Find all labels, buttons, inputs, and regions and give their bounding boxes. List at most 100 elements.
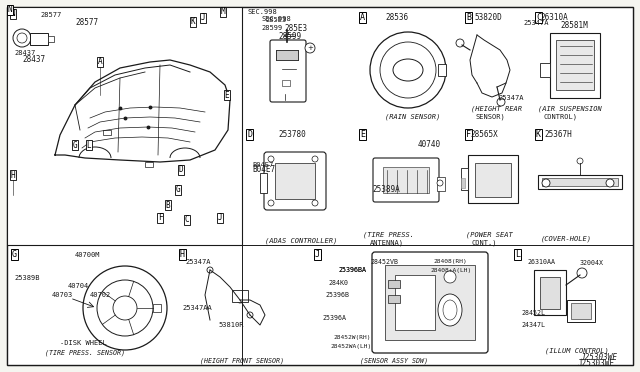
Text: 53820D: 53820D [474,13,502,22]
Circle shape [380,42,436,98]
Text: SENSOR): SENSOR) [475,114,505,121]
Text: 40703: 40703 [52,292,73,298]
Circle shape [268,200,274,206]
FancyBboxPatch shape [270,40,306,102]
Circle shape [312,200,318,206]
Text: 28452L: 28452L [521,310,545,316]
Circle shape [456,39,464,47]
Circle shape [97,280,153,336]
Text: L: L [515,250,520,259]
Text: F: F [466,130,471,139]
Text: 40740: 40740 [418,140,441,149]
Bar [385,265,475,340]
Text: 28599: 28599 [261,25,282,31]
Text: D: D [179,166,183,174]
Bar [550,33,600,98]
Text: K: K [191,17,195,26]
Text: E: E [360,130,365,139]
Bar [437,177,445,191]
Text: 25396B: 25396B [325,292,349,298]
Text: (SENSOR ASSY SDW): (SENSOR ASSY SDW) [360,357,428,363]
Bar [145,162,153,167]
Bar [510,245,633,365]
Bar [153,304,161,312]
Text: 25396BA: 25396BA [338,267,366,273]
Bar [395,275,435,330]
Bar [175,245,310,365]
Bar [232,290,248,302]
Text: (HEIGHT REAR: (HEIGHT REAR [471,105,522,112]
Circle shape [207,267,213,273]
Bar [438,64,446,76]
Circle shape [237,297,243,303]
Circle shape [13,29,31,47]
Text: -DISK WHEEL: -DISK WHEEL [60,340,107,346]
Text: 25389B: 25389B [14,275,40,281]
Bar [534,270,566,315]
Bar [531,7,633,125]
Bar [567,300,595,322]
Text: (AIR SUSPENSION: (AIR SUSPENSION [538,105,602,112]
Circle shape [577,158,583,164]
Text: J: J [315,250,320,259]
Bar [461,178,465,188]
Bar [571,303,591,319]
Bar [279,52,295,58]
Circle shape [577,268,587,278]
Text: SEC.998: SEC.998 [262,16,292,22]
Bar [355,125,461,245]
Text: B: B [466,13,471,22]
FancyBboxPatch shape [264,152,326,210]
Bar [7,245,175,365]
Text: 28437: 28437 [14,50,35,56]
Bar [461,168,468,190]
Text: +: + [307,45,313,51]
Bar [388,295,400,303]
Text: (ADAS CONTROLLER): (ADAS CONTROLLER) [265,238,337,244]
Text: M: M [221,7,225,16]
Text: (RAIN SENSOR): (RAIN SENSOR) [385,113,440,119]
Text: 28577: 28577 [75,18,98,27]
Text: K: K [536,130,541,139]
Text: 25347A: 25347A [498,95,524,101]
Text: A: A [98,58,102,67]
Text: F: F [157,214,163,222]
Bar [468,155,518,203]
Bar [461,7,531,125]
Bar [540,277,560,309]
Text: 25347A: 25347A [185,259,211,265]
Text: 28452WA(LH): 28452WA(LH) [330,344,371,349]
Text: 28452VB: 28452VB [370,259,398,265]
Text: J: J [201,13,205,22]
Text: 25396A: 25396A [322,315,346,321]
Text: (TIRE PRESS. SENSOR): (TIRE PRESS. SENSOR) [45,350,125,356]
Bar [556,40,594,90]
Bar [355,7,461,125]
Bar [388,280,400,288]
Bar [531,125,633,245]
Text: 40700M: 40700M [75,252,100,258]
Text: 28581M: 28581M [560,21,588,30]
Ellipse shape [393,59,423,81]
Text: (TIRE PRESS.: (TIRE PRESS. [363,231,414,237]
Text: SEC.998: SEC.998 [248,9,278,15]
FancyBboxPatch shape [372,252,488,353]
Text: 40702: 40702 [90,292,111,298]
Text: 28599: 28599 [278,32,301,41]
Bar [540,63,550,77]
Text: 28437: 28437 [22,55,45,64]
Text: J25303WE: J25303WE [580,353,617,362]
Text: 25389A: 25389A [372,185,400,194]
Circle shape [113,296,137,320]
Circle shape [247,312,253,318]
Text: 25367H: 25367H [544,130,572,139]
Text: E: E [225,90,229,99]
Text: 285E3: 285E3 [284,24,307,33]
Text: 284K0: 284K0 [328,280,348,286]
Circle shape [268,156,274,162]
Bar [383,167,429,193]
Circle shape [370,32,446,108]
Text: L: L [86,141,92,150]
Text: 25347A: 25347A [523,20,548,26]
Text: 28452W(RH): 28452W(RH) [333,335,371,340]
